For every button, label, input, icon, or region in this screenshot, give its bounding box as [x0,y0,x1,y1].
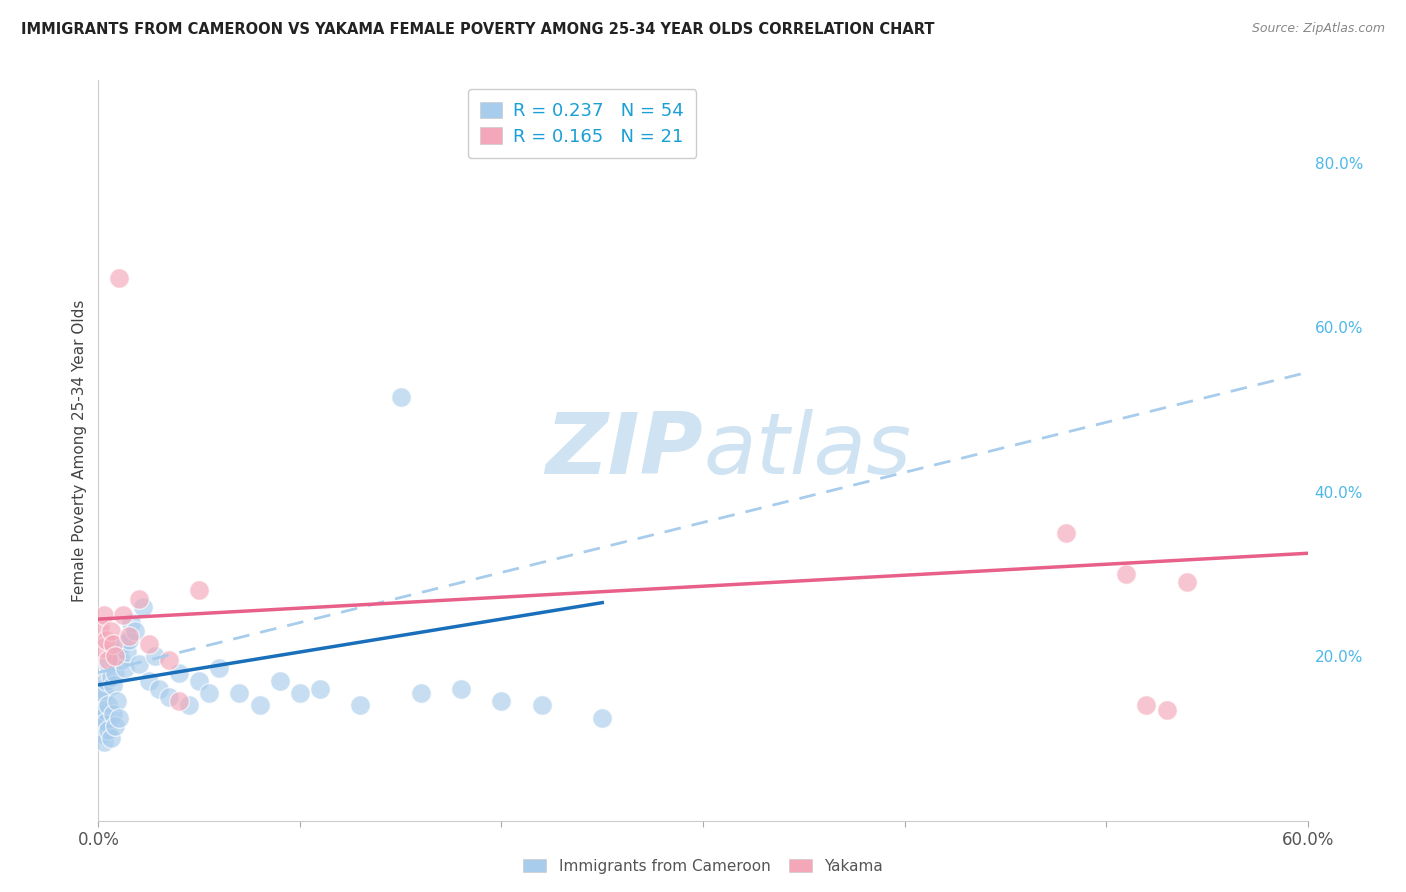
Point [91,711,114,725]
Point [269,673,291,688]
Point [110,653,132,667]
Point [101,706,124,721]
Point [105,649,128,664]
Point [188,583,211,598]
Point [103,719,125,733]
Point [97,653,120,667]
Point [107,711,129,725]
Y-axis label: Female Poverty Among 25-34 Year Olds: Female Poverty Among 25-34 Year Olds [72,300,87,601]
Point [138,637,160,651]
Point [107,270,129,285]
Point [91,727,114,741]
Point [349,698,371,713]
Point [105,694,128,708]
Text: ZIP: ZIP [546,409,703,492]
Point [96,714,118,729]
Point [101,678,124,692]
Point [100,624,122,639]
Point [96,632,118,647]
Point [409,686,432,700]
Point [198,686,221,700]
Point [132,599,155,614]
Point [179,698,201,713]
Point [89,706,111,721]
Point [93,686,115,700]
Point [143,649,166,664]
Point [249,698,271,713]
Point [530,698,553,713]
Text: atlas: atlas [703,409,911,492]
Point [111,607,134,622]
Point [309,681,332,696]
Point [128,657,150,672]
Point [97,698,120,713]
Point [89,719,111,733]
Point [111,637,134,651]
Point [157,690,180,705]
Point [491,694,513,708]
Point [1156,703,1178,717]
Point [138,673,160,688]
Point [188,673,211,688]
Point [115,645,138,659]
Point [228,686,250,700]
Point [100,670,122,684]
Point [1054,525,1077,540]
Point [208,661,231,675]
Point [124,624,146,639]
Point [157,653,180,667]
Text: Source: ZipAtlas.com: Source: ZipAtlas.com [1251,22,1385,36]
Point [89,694,111,708]
Point [114,661,136,675]
Point [148,681,170,696]
Point [89,620,111,634]
Point [93,703,115,717]
Text: IMMIGRANTS FROM CAMEROON VS YAKAMA FEMALE POVERTY AMONG 25-34 YEAR OLDS CORRELAT: IMMIGRANTS FROM CAMEROON VS YAKAMA FEMAL… [21,22,935,37]
Point [101,637,124,651]
Point [93,735,115,749]
Point [591,711,613,725]
Point [100,731,122,746]
Point [389,390,412,404]
Point [1115,566,1137,581]
Point [128,591,150,606]
Point [97,723,120,738]
Point [120,616,142,631]
Point [450,681,472,696]
Point [118,632,141,647]
Point [91,681,114,696]
Point [103,649,125,664]
Point [167,694,190,708]
Point [1135,698,1157,713]
Point [288,686,311,700]
Point [107,640,129,655]
Point [97,657,120,672]
Point [167,665,190,680]
Point [96,673,118,688]
Point [1175,575,1198,590]
Point [91,640,114,655]
Point [118,628,141,642]
Legend: R = 0.237   N = 54, R = 0.165   N = 21: R = 0.237 N = 54, R = 0.165 N = 21 [468,89,696,159]
Point [93,607,115,622]
Legend: Immigrants from Cameroon, Yakama: Immigrants from Cameroon, Yakama [517,853,889,880]
Point [103,665,125,680]
